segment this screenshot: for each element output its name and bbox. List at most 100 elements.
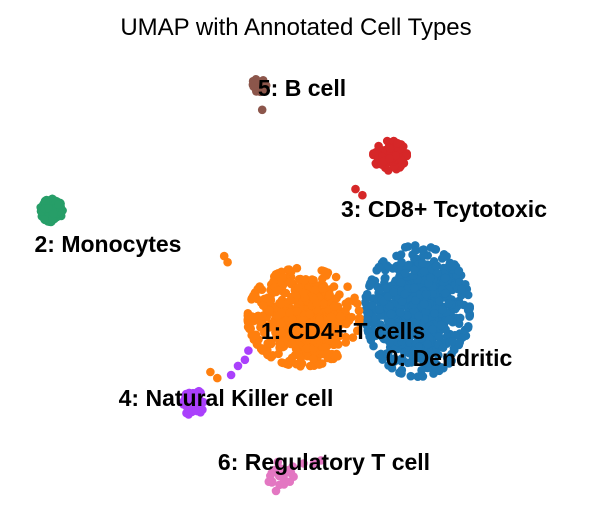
data-point bbox=[455, 338, 465, 347]
data-point bbox=[385, 154, 394, 163]
data-point bbox=[257, 105, 267, 115]
data-point bbox=[305, 309, 315, 319]
data-point bbox=[268, 351, 278, 360]
data-point bbox=[386, 309, 396, 319]
data-point bbox=[259, 77, 268, 87]
data-point bbox=[247, 293, 257, 303]
data-point bbox=[434, 366, 444, 376]
data-point bbox=[400, 289, 410, 299]
data-point bbox=[395, 368, 404, 377]
data-point bbox=[434, 332, 444, 341]
data-point bbox=[411, 296, 420, 305]
data-point bbox=[404, 260, 413, 270]
data-point bbox=[287, 353, 297, 363]
data-point bbox=[334, 322, 343, 332]
data-point bbox=[252, 339, 262, 349]
cluster-label-0: 0: Dendritic bbox=[386, 345, 513, 371]
data-point bbox=[276, 299, 286, 309]
cluster-label-6: 6: Regulatory T cell bbox=[218, 449, 430, 475]
data-point bbox=[437, 254, 447, 263]
data-point bbox=[465, 304, 475, 313]
data-point bbox=[310, 285, 320, 295]
data-point bbox=[292, 263, 302, 273]
data-point bbox=[396, 250, 406, 259]
cluster-label-5: 5: B cell bbox=[258, 75, 346, 101]
data-point bbox=[421, 308, 431, 317]
data-point bbox=[251, 76, 260, 85]
data-point bbox=[448, 337, 458, 346]
cluster-6-tail-points bbox=[271, 456, 326, 496]
data-point bbox=[318, 274, 327, 284]
data-point bbox=[444, 359, 454, 368]
data-point bbox=[206, 367, 215, 377]
cluster-4-tail-points bbox=[226, 346, 253, 380]
data-point bbox=[444, 315, 454, 325]
data-point bbox=[422, 358, 432, 368]
data-point bbox=[418, 245, 427, 255]
cluster-3-points bbox=[369, 136, 412, 175]
data-point bbox=[440, 273, 450, 283]
data-point bbox=[418, 372, 428, 381]
data-point bbox=[286, 277, 296, 286]
data-point bbox=[315, 360, 324, 369]
data-point bbox=[397, 257, 406, 267]
data-point bbox=[299, 288, 309, 298]
data-point bbox=[435, 296, 444, 306]
data-point bbox=[409, 283, 419, 293]
data-point bbox=[321, 267, 330, 277]
data-point bbox=[329, 282, 339, 291]
data-point bbox=[322, 322, 331, 332]
data-point bbox=[426, 273, 435, 283]
data-point bbox=[273, 311, 282, 321]
data-point bbox=[196, 388, 205, 398]
data-point bbox=[302, 323, 312, 333]
data-point bbox=[406, 371, 416, 381]
data-point bbox=[273, 457, 283, 467]
data-point bbox=[343, 302, 352, 312]
data-point bbox=[331, 338, 340, 348]
data-point bbox=[267, 468, 277, 478]
data-point bbox=[406, 328, 416, 338]
data-point bbox=[275, 340, 285, 349]
data-point bbox=[275, 480, 284, 490]
data-point bbox=[233, 361, 243, 371]
data-point bbox=[457, 284, 466, 294]
data-point bbox=[393, 138, 402, 148]
data-point bbox=[285, 308, 295, 318]
data-point bbox=[246, 324, 255, 333]
data-point bbox=[432, 261, 442, 271]
data-point bbox=[284, 465, 293, 475]
data-point bbox=[419, 299, 429, 309]
data-point bbox=[324, 335, 334, 345]
data-point bbox=[273, 286, 283, 295]
data-point bbox=[464, 322, 473, 331]
data-point bbox=[240, 355, 250, 365]
data-point bbox=[335, 290, 344, 299]
data-point bbox=[350, 293, 359, 303]
data-point bbox=[445, 258, 455, 268]
data-point bbox=[384, 262, 393, 272]
data-point bbox=[465, 311, 475, 320]
data-point bbox=[380, 274, 390, 283]
data-point bbox=[423, 339, 432, 349]
data-point bbox=[399, 327, 409, 336]
data-point bbox=[312, 299, 322, 308]
data-point bbox=[347, 312, 357, 322]
data-point bbox=[463, 290, 473, 300]
data-point bbox=[455, 313, 465, 323]
data-point bbox=[385, 301, 395, 311]
data-point bbox=[397, 357, 406, 366]
data-point bbox=[341, 338, 351, 347]
data-point bbox=[353, 326, 362, 336]
data-point bbox=[400, 269, 410, 278]
data-point bbox=[366, 278, 375, 288]
data-point bbox=[418, 258, 427, 268]
data-point bbox=[375, 305, 384, 314]
cluster-4-points bbox=[179, 386, 208, 419]
cluster-label-1: 1: CD4+ T cells bbox=[261, 318, 425, 344]
data-point bbox=[257, 312, 267, 321]
data-point bbox=[258, 301, 268, 310]
data-point bbox=[351, 184, 360, 194]
data-point bbox=[255, 282, 264, 291]
